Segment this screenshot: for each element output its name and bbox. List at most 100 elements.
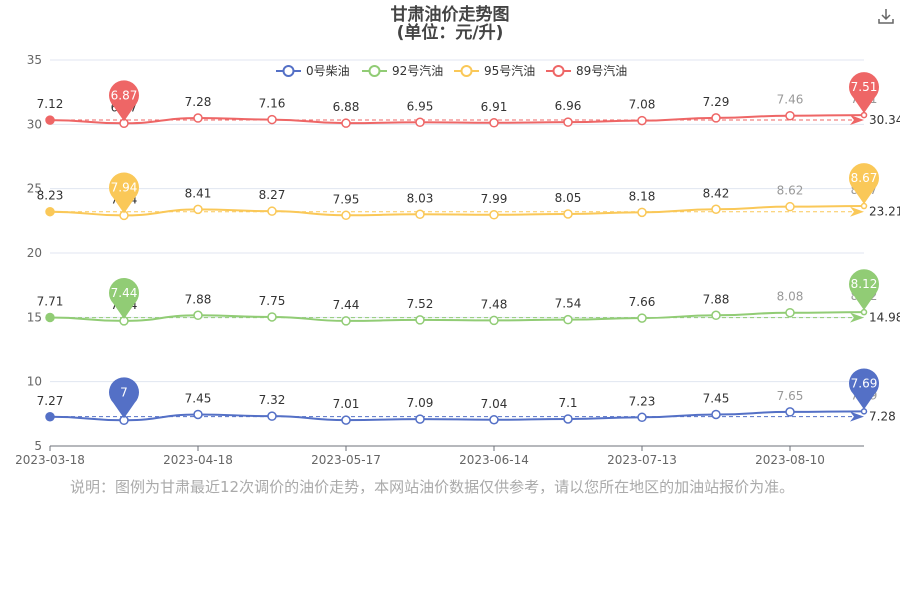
data-label: 7.44	[333, 298, 360, 312]
download-icon[interactable]	[876, 6, 896, 26]
max-marker-shape	[849, 269, 880, 311]
data-point	[489, 415, 499, 425]
y-tick-label: 5	[34, 439, 42, 453]
data-label: 7.1	[558, 396, 577, 410]
x-tick-label: 2023-05-17	[311, 453, 381, 467]
data-point	[785, 307, 795, 318]
data-point	[415, 209, 425, 220]
data-point	[637, 313, 647, 323]
data-label: 6.88	[333, 100, 360, 114]
data-label: 7.54	[555, 297, 582, 311]
data-label: 7.23	[629, 394, 656, 408]
data-point	[711, 409, 721, 420]
min-marker: 7.94	[109, 172, 140, 214]
data-point	[193, 113, 203, 123]
data-label: 8.23	[37, 189, 64, 203]
chart-title: 甘肃油价走势图	[391, 4, 510, 25]
data-label: 8.42	[703, 186, 730, 200]
data-point	[45, 412, 55, 422]
data-label: 6.95	[407, 99, 434, 113]
series-line	[49, 311, 865, 322]
data-label: 7.09	[407, 396, 434, 410]
data-label: 7.28	[185, 95, 212, 109]
data-label: 7.01	[333, 397, 360, 411]
data-point	[563, 314, 573, 325]
x-tick-label: 2023-08-10	[755, 453, 825, 467]
min-marker: 6.87	[109, 80, 140, 122]
data-label: 7.45	[703, 391, 730, 405]
data-label: 7.75	[259, 294, 286, 308]
data-point	[860, 111, 868, 119]
data-label: 8.62	[777, 184, 804, 198]
avg-arrow	[850, 206, 864, 217]
data-point	[45, 115, 55, 125]
data-label: 8.08	[777, 290, 804, 304]
x-tick-label: 2023-03-18	[15, 453, 85, 467]
data-point	[711, 204, 721, 215]
max-marker-shape	[849, 368, 880, 410]
data-point	[637, 412, 647, 423]
avg-arrow	[850, 114, 864, 125]
x-tick-label: 2023-07-13	[607, 453, 677, 467]
data-point	[193, 409, 203, 420]
data-label: 7.08	[629, 98, 656, 112]
legend-swatch-marker	[368, 65, 381, 77]
y-tick-label: 15	[27, 310, 42, 324]
data-point	[711, 310, 721, 321]
data-point	[860, 308, 868, 316]
avg-label: 30.34	[869, 113, 900, 127]
data-label: 7.65	[777, 389, 804, 403]
avg-label: 7.28	[869, 410, 896, 424]
data-label: 6.96	[555, 99, 582, 113]
data-label: 7.27	[37, 394, 64, 408]
series-line	[49, 205, 865, 217]
data-label: 8.05	[555, 191, 582, 205]
data-label: 7.12	[37, 97, 64, 111]
series-line	[49, 114, 865, 125]
legend-label: 92号汽油	[392, 63, 443, 78]
data-label: 7.16	[259, 97, 286, 111]
data-label: 7.71	[37, 294, 64, 308]
min-marker-label: 7.94	[111, 180, 138, 194]
data-point	[267, 312, 277, 322]
data-point	[785, 201, 795, 212]
max-marker-label: 8.67	[851, 171, 878, 185]
max-marker: 8.12	[849, 269, 880, 311]
data-point	[45, 206, 55, 217]
avg-label: 14.98	[869, 311, 900, 325]
data-label: 8.03	[407, 191, 434, 205]
data-label: 7.99	[481, 192, 508, 206]
max-marker: 7.69	[849, 368, 880, 410]
x-tick-label: 2023-04-18	[163, 453, 233, 467]
data-point	[711, 113, 721, 123]
data-label: 7.95	[333, 192, 360, 206]
data-point	[267, 411, 277, 421]
data-label: 7.88	[703, 292, 730, 306]
series-line	[49, 410, 865, 422]
data-label: 7.46	[777, 93, 804, 107]
legend-label: 89号汽油	[576, 63, 627, 78]
max-marker-label: 7.51	[851, 80, 878, 94]
data-label: 7.88	[185, 292, 212, 306]
max-marker-label: 7.69	[851, 376, 878, 390]
x-tick-label: 2023-06-14	[459, 453, 529, 467]
max-marker-shape	[849, 72, 880, 114]
avg-arrow	[850, 312, 864, 323]
data-label: 6.91	[481, 100, 508, 114]
max-marker: 8.67	[849, 163, 880, 205]
data-point	[489, 315, 499, 326]
min-marker: 7.44	[109, 278, 140, 319]
y-tick-label: 30	[27, 117, 42, 131]
data-point	[341, 118, 351, 128]
data-point	[489, 118, 499, 128]
data-label: 7.66	[629, 295, 656, 309]
max-marker-label: 8.12	[851, 277, 878, 291]
data-point	[341, 210, 351, 221]
avg-label: 23.21	[869, 205, 900, 219]
y-tick-label: 10	[27, 375, 42, 389]
data-label: 7.45	[185, 391, 212, 405]
y-tick-label: 25	[27, 182, 42, 196]
data-label: 7.32	[259, 393, 286, 407]
data-point	[785, 110, 795, 121]
